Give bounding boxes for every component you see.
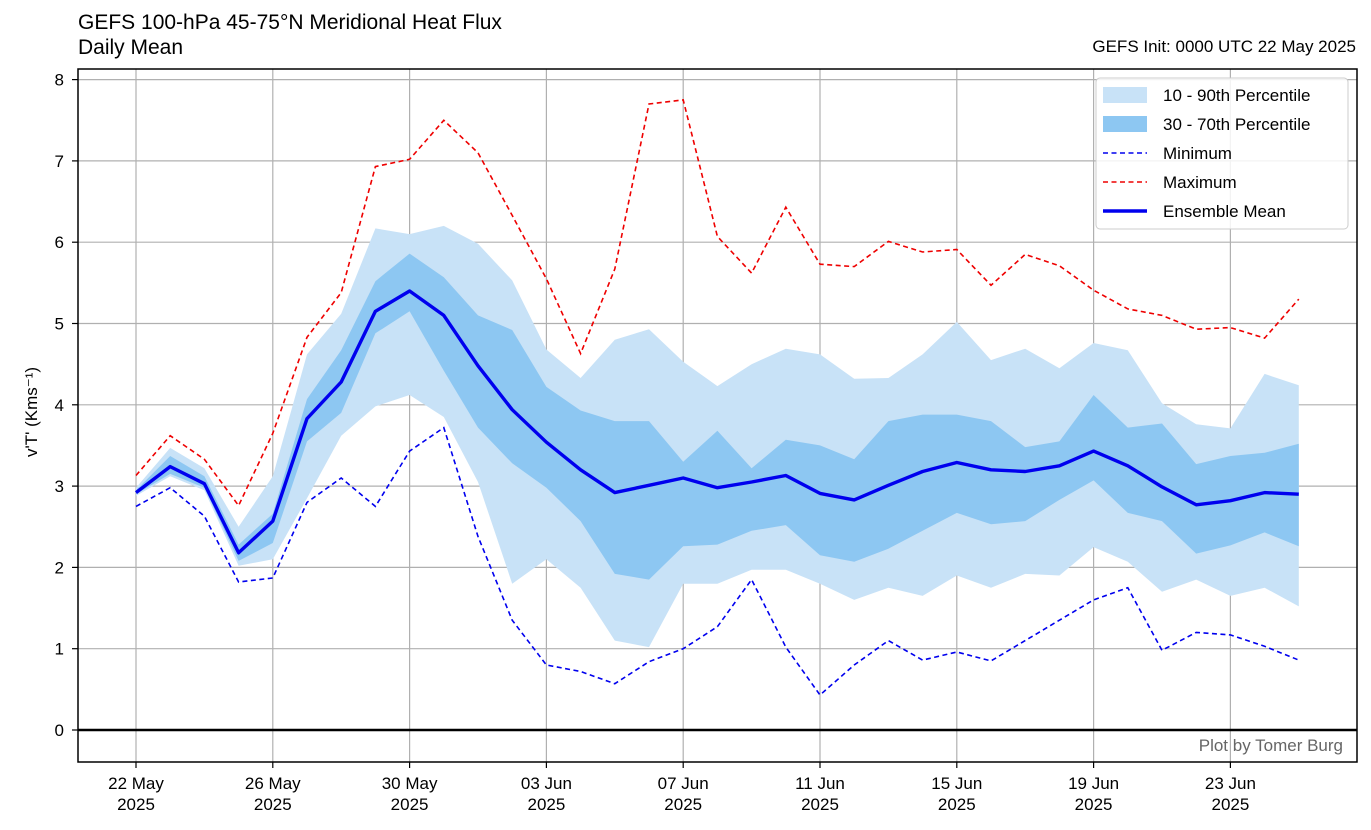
legend-box bbox=[1095, 77, 1349, 230]
x-tick-label: 23 Jun bbox=[1205, 774, 1256, 793]
legend-label: 30 - 70th Percentile bbox=[1163, 115, 1310, 134]
band-30-70 bbox=[136, 253, 1299, 580]
ensemble-mean-line bbox=[134, 289, 1299, 555]
legend-label: Ensemble Mean bbox=[1163, 202, 1286, 221]
x-tick-label: 22 May bbox=[108, 774, 164, 793]
legend-swatch-band_30_70 bbox=[1103, 116, 1147, 132]
chart-subtitle: Daily Mean bbox=[78, 36, 184, 59]
x-tick-year: 2025 bbox=[254, 795, 292, 814]
x-axis-ticks: 22 May 2025 26 May 2025 30 May 2025 03 Jun 2025… bbox=[108, 762, 1256, 814]
y-axis-label: v'T' (Kms⁻¹) bbox=[22, 367, 41, 457]
y-tick-label: 7 bbox=[55, 152, 64, 171]
x-tick-year: 2025 bbox=[664, 795, 702, 814]
y-tick-label: 1 bbox=[55, 640, 64, 659]
legend-swatch-band_10_90 bbox=[1103, 87, 1147, 103]
y-tick-label: 6 bbox=[55, 233, 64, 252]
y-tick-label: 2 bbox=[55, 558, 64, 577]
x-tick-year: 2025 bbox=[801, 795, 839, 814]
x-tick-year: 2025 bbox=[527, 795, 565, 814]
series-lines bbox=[134, 99, 1300, 697]
credit-label: Plot by Tomer Burg bbox=[1199, 736, 1343, 755]
x-tick-label: 26 May bbox=[245, 774, 301, 793]
x-tick-label: 30 May bbox=[382, 774, 438, 793]
y-tick-label: 5 bbox=[55, 315, 64, 334]
init-label: GEFS Init: 0000 UTC 22 May 2025 bbox=[1092, 37, 1356, 56]
x-tick-label: 11 Jun bbox=[795, 774, 845, 793]
x-tick-year: 2025 bbox=[391, 795, 429, 814]
minimum-line bbox=[135, 426, 1300, 697]
legend-label: Maximum bbox=[1163, 173, 1237, 192]
percentile-bands bbox=[136, 225, 1299, 648]
x-tick-year: 2025 bbox=[1211, 795, 1249, 814]
x-tick-label: 19 Jun bbox=[1068, 774, 1119, 793]
legend-label: Minimum bbox=[1163, 144, 1232, 163]
x-tick-label: 03 Jun bbox=[521, 774, 572, 793]
maximum-line bbox=[135, 99, 1300, 508]
y-tick-label: 4 bbox=[55, 396, 64, 415]
legend: 10 - 90th Percentile 30 - 70th Percentile… bbox=[1095, 77, 1349, 230]
x-tick-year: 2025 bbox=[1075, 795, 1113, 814]
legend-label: 10 - 90th Percentile bbox=[1163, 86, 1310, 105]
y-tick-label: 0 bbox=[55, 721, 64, 740]
x-tick-year: 2025 bbox=[938, 795, 976, 814]
chart-title: GEFS 100-hPa 45-75°N Meridional Heat Flu… bbox=[78, 11, 502, 34]
x-tick-year: 2025 bbox=[117, 795, 155, 814]
x-tick-label: 07 Jun bbox=[658, 774, 709, 793]
plot-frame bbox=[77, 68, 1358, 763]
y-tick-label: 3 bbox=[55, 477, 64, 496]
y-axis-ticks: 0 1 2 3 4 5 6 7 8 bbox=[55, 71, 78, 740]
y-tick-label: 8 bbox=[55, 71, 64, 90]
x-tick-label: 15 Jun bbox=[931, 774, 982, 793]
